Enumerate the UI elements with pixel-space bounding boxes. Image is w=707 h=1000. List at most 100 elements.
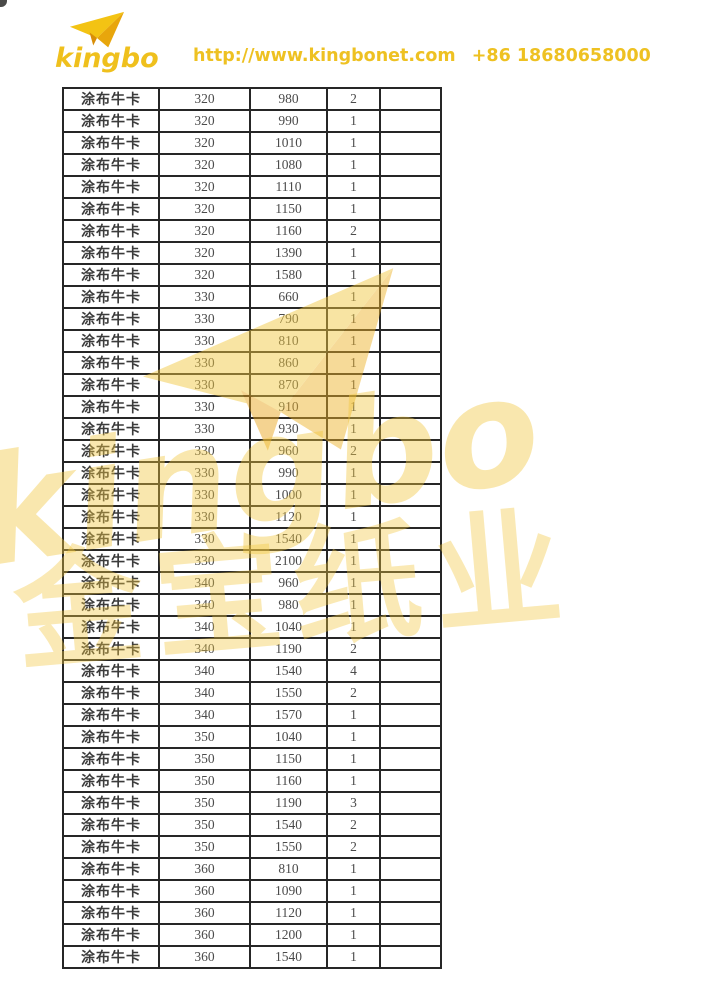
cell-quantity: 1 <box>326 505 381 529</box>
cell-product-name: 涂布牛卡 <box>62 109 160 133</box>
cell-empty-note <box>379 593 442 617</box>
table-row: 涂布牛卡 320 1010 1 <box>62 131 442 155</box>
cell-length: 810 <box>249 857 328 881</box>
cell-empty-note <box>379 483 442 507</box>
phone-number: +86 18680658000 <box>471 46 651 66</box>
cell-quantity: 1 <box>326 857 381 881</box>
cell-width: 330 <box>158 439 251 463</box>
cell-empty-note <box>379 835 442 859</box>
cell-width: 330 <box>158 395 251 419</box>
cell-quantity: 1 <box>326 351 381 375</box>
table-row: 涂布牛卡 350 1540 2 <box>62 813 442 837</box>
cell-width: 330 <box>158 307 251 331</box>
cell-product-name: 涂布牛卡 <box>62 417 160 441</box>
cell-empty-note <box>379 153 442 177</box>
cell-length: 1150 <box>249 197 328 221</box>
cell-product-name: 涂布牛卡 <box>62 373 160 397</box>
cell-width: 340 <box>158 615 251 639</box>
cell-product-name: 涂布牛卡 <box>62 703 160 727</box>
cell-width: 330 <box>158 527 251 551</box>
cell-width: 320 <box>158 197 251 221</box>
cell-quantity: 1 <box>326 395 381 419</box>
contact-line: http://www.kingbonet.com +86 18680658000 <box>193 46 651 72</box>
cell-length: 1040 <box>249 615 328 639</box>
cell-product-name: 涂布牛卡 <box>62 857 160 881</box>
cell-quantity: 1 <box>326 879 381 903</box>
cell-width: 320 <box>158 175 251 199</box>
cell-quantity: 1 <box>326 417 381 441</box>
cell-length: 1150 <box>249 747 328 771</box>
cell-quantity: 2 <box>326 681 381 705</box>
cell-product-name: 涂布牛卡 <box>62 153 160 177</box>
cell-width: 360 <box>158 901 251 925</box>
cell-product-name: 涂布牛卡 <box>62 923 160 947</box>
cell-width: 350 <box>158 835 251 859</box>
cell-length: 870 <box>249 373 328 397</box>
cell-empty-note <box>379 769 442 793</box>
website-url[interactable]: http://www.kingbonet.com <box>193 46 456 66</box>
table-row: 涂布牛卡 350 1150 1 <box>62 747 442 771</box>
table-row: 涂布牛卡 320 1160 2 <box>62 219 442 243</box>
cell-product-name: 涂布牛卡 <box>62 747 160 771</box>
cell-width: 320 <box>158 219 251 243</box>
table-row: 涂布牛卡 330 990 1 <box>62 461 442 485</box>
stock-table-body: 涂布牛卡 320 980 2 涂布牛卡 320 990 1 涂布牛卡 320 1… <box>62 87 442 969</box>
kingbo-logo: kingbo <box>55 8 181 72</box>
cell-empty-note <box>379 725 442 749</box>
cell-quantity: 1 <box>326 197 381 221</box>
cell-quantity: 2 <box>326 813 381 837</box>
cell-product-name: 涂布牛卡 <box>62 263 160 287</box>
cell-empty-note <box>379 659 442 683</box>
cell-quantity: 3 <box>326 791 381 815</box>
cell-quantity: 1 <box>326 131 381 155</box>
cell-length: 2100 <box>249 549 328 573</box>
cell-width: 350 <box>158 747 251 771</box>
cell-length: 1540 <box>249 813 328 837</box>
cell-empty-note <box>379 439 442 463</box>
cell-width: 360 <box>158 879 251 903</box>
cell-quantity: 1 <box>326 571 381 595</box>
cell-empty-note <box>379 285 442 309</box>
table-row: 涂布牛卡 350 1190 3 <box>62 791 442 815</box>
cell-quantity: 1 <box>326 593 381 617</box>
cell-quantity: 1 <box>326 945 381 969</box>
cell-product-name: 涂布牛卡 <box>62 197 160 221</box>
cell-length: 810 <box>249 329 328 353</box>
cell-width: 340 <box>158 593 251 617</box>
table-row: 涂布牛卡 340 1190 2 <box>62 637 442 661</box>
cell-width: 320 <box>158 153 251 177</box>
cell-width: 340 <box>158 571 251 595</box>
table-row: 涂布牛卡 320 1150 1 <box>62 197 442 221</box>
cell-empty-note <box>379 747 442 771</box>
cell-quantity: 1 <box>326 615 381 639</box>
cell-length: 990 <box>249 461 328 485</box>
cell-width: 330 <box>158 483 251 507</box>
cell-quantity: 2 <box>326 87 381 111</box>
cell-width: 320 <box>158 87 251 111</box>
cell-quantity: 1 <box>326 703 381 727</box>
cell-width: 340 <box>158 681 251 705</box>
cell-quantity: 1 <box>326 725 381 749</box>
cell-length: 1390 <box>249 241 328 265</box>
table-row: 涂布牛卡 330 1540 1 <box>62 527 442 551</box>
cell-empty-note <box>379 373 442 397</box>
cell-empty-note <box>379 549 442 573</box>
table-row: 涂布牛卡 340 980 1 <box>62 593 442 617</box>
cell-empty-note <box>379 109 442 133</box>
cell-length: 1570 <box>249 703 328 727</box>
cell-length: 1200 <box>249 923 328 947</box>
table-row: 涂布牛卡 360 810 1 <box>62 857 442 881</box>
cell-empty-note <box>379 307 442 331</box>
cell-product-name: 涂布牛卡 <box>62 549 160 573</box>
cell-quantity: 1 <box>326 527 381 551</box>
cell-length: 1550 <box>249 681 328 705</box>
cell-product-name: 涂布牛卡 <box>62 285 160 309</box>
cell-product-name: 涂布牛卡 <box>62 615 160 639</box>
cell-length: 660 <box>249 285 328 309</box>
scan-artifact <box>0 0 7 7</box>
cell-width: 330 <box>158 285 251 309</box>
table-row: 涂布牛卡 320 980 2 <box>62 87 442 111</box>
cell-width: 330 <box>158 329 251 353</box>
table-row: 涂布牛卡 360 1090 1 <box>62 879 442 903</box>
paper-plane-icon <box>69 11 125 48</box>
